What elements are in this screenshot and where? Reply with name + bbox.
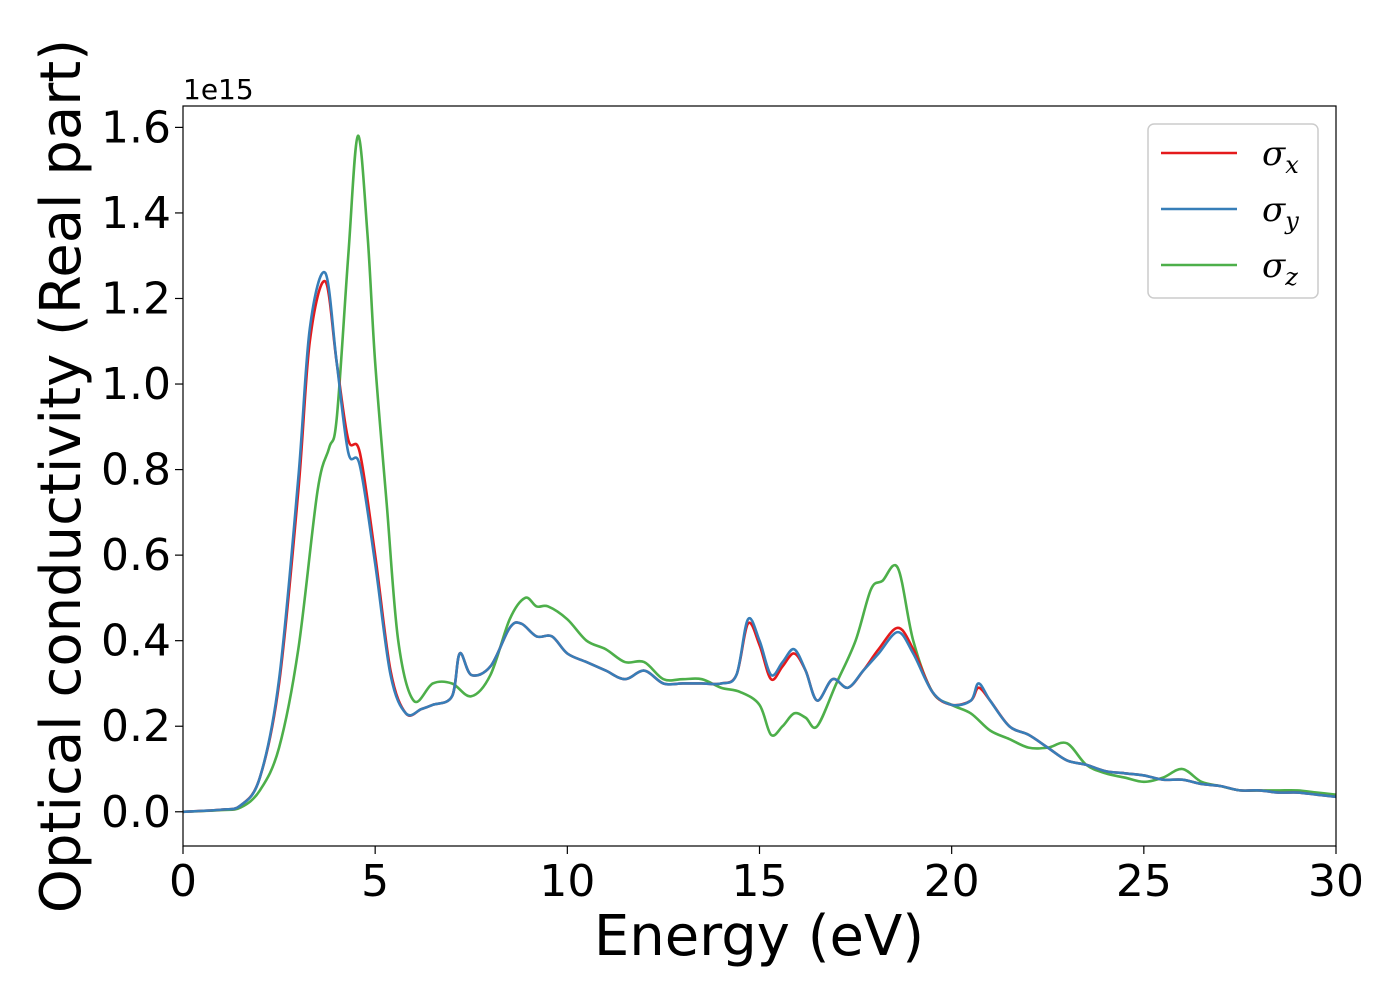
x-tick-label: 5: [361, 856, 389, 907]
legend: σx σy σz: [1147, 123, 1319, 299]
y-axis: 0.0 0.2 0.4 0.6 0.8 1.0 1.2 1.4 1.6: [101, 102, 183, 838]
x-axis: 0 5 10 15 20 25 30: [169, 846, 1364, 907]
y-tick-label: 1.2: [101, 273, 171, 324]
y-tick-label: 0.6: [101, 530, 171, 581]
series-line-y: [183, 270, 1336, 814]
legend-label-z: σz: [1262, 246, 1298, 291]
series-line-z: [183, 134, 1336, 814]
y-tick-label: 1.4: [101, 188, 171, 239]
y-tick-label: 0.4: [101, 616, 171, 667]
x-axis-title: Energy (eV): [594, 904, 924, 969]
series-line-x: [183, 280, 1336, 814]
x-tick-label: 20: [924, 856, 980, 907]
x-tick-label: 10: [539, 856, 595, 907]
y-tick-label: 1.6: [101, 102, 171, 153]
x-tick-label: 30: [1308, 856, 1364, 907]
y-tick-label: 0.0: [101, 787, 171, 838]
legend-box: [1147, 123, 1319, 299]
y-offset-label: 1e15: [183, 73, 254, 106]
x-tick-label: 25: [1116, 856, 1172, 907]
y-tick-label: 0.8: [101, 445, 171, 496]
x-tick-label: 0: [169, 856, 197, 907]
y-tick-label: 1.0: [101, 359, 171, 410]
series-layer: [183, 134, 1336, 814]
y-tick-label: 0.2: [101, 701, 171, 752]
legend-label-y: σy: [1262, 190, 1299, 235]
legend-label-x: σx: [1262, 134, 1299, 179]
x-tick-label: 15: [732, 856, 788, 907]
y-axis-title: Optical conductivity (Real part): [29, 39, 94, 913]
